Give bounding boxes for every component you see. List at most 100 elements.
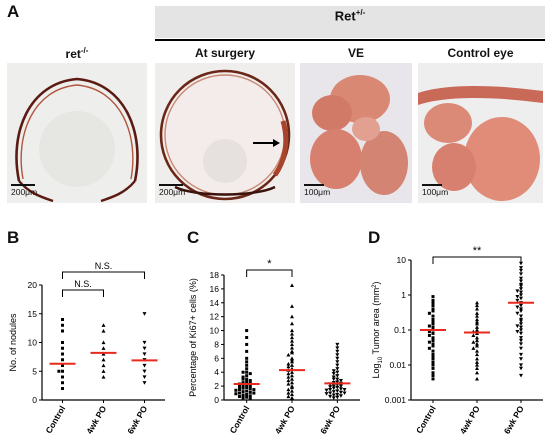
- data-point: [331, 377, 336, 382]
- data-point: [519, 331, 523, 336]
- data-point: [142, 352, 147, 356]
- data-point: [519, 293, 523, 297]
- data-point: [245, 377, 249, 381]
- data-point: [290, 392, 294, 397]
- col1-title-text: ret: [65, 47, 81, 61]
- data-point: [431, 309, 435, 313]
- data-point: [61, 381, 64, 385]
- data-point: [335, 346, 340, 350]
- data-point: [248, 387, 252, 391]
- data-point: [290, 388, 294, 393]
- data-point: [475, 356, 479, 361]
- data-point: [331, 369, 336, 373]
- data-point: [61, 369, 64, 373]
- data-point: [519, 303, 523, 308]
- y-axis-label: Percentage of Ki67+ cells (%): [188, 278, 198, 397]
- scale-label-3: 100μm: [304, 187, 331, 197]
- data-point: [61, 352, 64, 356]
- data-point: [431, 352, 435, 356]
- x-tick-label: 6wk PO: [502, 404, 526, 435]
- data-point: [142, 346, 147, 351]
- data-point: [241, 370, 245, 374]
- significance-label: N.S.: [74, 279, 92, 289]
- data-point: [335, 380, 340, 384]
- data-point: [286, 387, 291, 392]
- data-point: [290, 363, 294, 367]
- data-point: [286, 361, 291, 366]
- data-point: [142, 375, 147, 379]
- data-point: [142, 369, 147, 374]
- data-point: [519, 373, 523, 378]
- data-point: [328, 391, 333, 396]
- data-point: [290, 385, 294, 390]
- data-point: [475, 335, 479, 340]
- data-point: [519, 363, 523, 367]
- x-tick-label: Control: [43, 404, 67, 435]
- x-tick-label: 4wk PO: [273, 404, 297, 435]
- y-tick-label: 0: [214, 395, 219, 405]
- data-point: [290, 283, 294, 288]
- data-point: [335, 385, 340, 390]
- data-point: [245, 389, 249, 393]
- data-point: [519, 287, 523, 291]
- y-tick-label: 6: [214, 353, 219, 363]
- data-point: [519, 346, 523, 351]
- data-point: [290, 328, 294, 333]
- data-point: [431, 339, 435, 343]
- panel-d-label: D: [368, 228, 381, 247]
- data-point: [61, 341, 64, 344]
- data-point: [324, 388, 329, 393]
- micrograph-ret-knockout: 200μm: [7, 63, 147, 203]
- data-point: [519, 279, 523, 284]
- data-point: [142, 312, 147, 316]
- data-point: [431, 322, 435, 326]
- data-point: [335, 367, 340, 371]
- data-point: [519, 268, 523, 273]
- data-point: [331, 384, 336, 389]
- data-point: [431, 298, 435, 302]
- data-point: [290, 370, 294, 374]
- significance-label: **: [473, 245, 482, 257]
- micrograph-ve: 100μm: [300, 63, 412, 203]
- panel-b-label: B: [7, 228, 20, 247]
- data-point: [101, 369, 106, 373]
- data-point: [475, 370, 479, 375]
- data-point: [241, 390, 245, 394]
- data-point: [431, 325, 435, 329]
- data-point: [335, 374, 340, 378]
- micrograph-at-surgery: 200μm: [155, 63, 295, 203]
- data-point: [431, 336, 435, 340]
- micrograph-control-eye: 100μm: [418, 63, 543, 203]
- data-point: [515, 298, 520, 303]
- data-point: [245, 349, 249, 353]
- data-point: [519, 319, 523, 324]
- data-point: [248, 379, 252, 383]
- data-point: [241, 386, 245, 390]
- data-point: [475, 341, 479, 346]
- data-point: [245, 395, 249, 399]
- data-point: [431, 331, 435, 335]
- data-point: [431, 357, 435, 361]
- data-point: [431, 349, 435, 353]
- col4-title: Control eye: [447, 46, 514, 60]
- col2-title: At surgery: [194, 46, 256, 60]
- data-point: [61, 387, 64, 390]
- data-point: [431, 304, 435, 308]
- data-point: [431, 314, 435, 318]
- data-point: [286, 375, 291, 379]
- data-point: [237, 395, 241, 399]
- panel-a-label: A: [7, 2, 20, 21]
- data-point: [335, 395, 340, 400]
- col3-title: VE: [347, 46, 364, 60]
- significance-bracket: [62, 271, 145, 279]
- data-point: [475, 311, 479, 315]
- scale-label-4: 100μm: [422, 187, 449, 197]
- y-axis-label: No. of nodules: [8, 313, 18, 372]
- data-point: [519, 272, 523, 276]
- data-point: [290, 350, 294, 355]
- eye-tumor-section-drawing: [159, 69, 291, 201]
- data-point: [335, 392, 340, 397]
- x-tick-label: 4wk PO: [84, 404, 108, 435]
- data-point: [237, 385, 241, 389]
- data-point: [342, 391, 347, 396]
